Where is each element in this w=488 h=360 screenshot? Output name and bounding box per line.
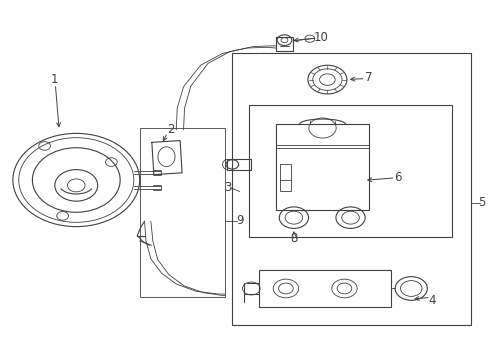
Bar <box>249 105 451 237</box>
Bar <box>276 125 368 211</box>
Text: 9: 9 <box>235 214 243 227</box>
Text: 1: 1 <box>50 73 58 86</box>
Bar <box>280 164 290 191</box>
Text: 4: 4 <box>427 294 435 307</box>
Text: 10: 10 <box>313 31 328 44</box>
Bar <box>232 53 470 325</box>
Text: 2: 2 <box>166 122 174 136</box>
Text: 3: 3 <box>224 181 231 194</box>
Text: 5: 5 <box>477 196 485 209</box>
Bar <box>227 159 250 170</box>
Text: 7: 7 <box>365 71 372 84</box>
Bar <box>275 37 293 51</box>
Text: 8: 8 <box>289 232 297 245</box>
Bar <box>140 128 224 297</box>
Text: 6: 6 <box>393 171 401 184</box>
Bar <box>259 270 390 307</box>
